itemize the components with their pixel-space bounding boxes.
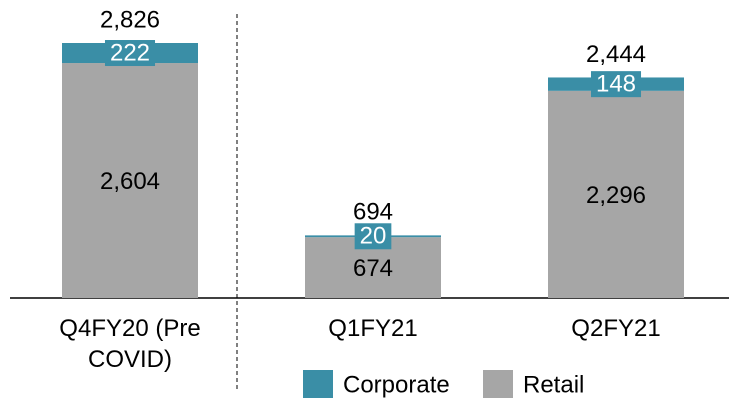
- total-label: 694: [353, 199, 393, 226]
- bar-segment: [548, 90, 684, 298]
- x-tick-label: Q4FY20 (Pre COVID): [59, 315, 201, 373]
- x-tick-label: Q2FY21: [571, 315, 661, 342]
- data-label: 20: [360, 223, 387, 250]
- data-label: 148: [596, 70, 636, 97]
- total-label: 2,444: [586, 41, 646, 68]
- data-label: 674: [353, 255, 393, 282]
- data-label: 2,604: [100, 168, 160, 195]
- total-label: 2,826: [100, 6, 160, 33]
- label-box: [590, 71, 642, 98]
- label-box: [104, 40, 156, 67]
- data-label: 2,296: [586, 182, 646, 209]
- legend-label: Retail: [523, 371, 584, 398]
- label-box: [354, 223, 392, 250]
- data-label: 222: [110, 39, 150, 66]
- bar-segment: [62, 63, 198, 299]
- legend-swatch: [483, 370, 513, 398]
- legend-swatch: [303, 370, 333, 398]
- x-tick-label: Q1FY21: [328, 315, 418, 342]
- legend-label: Corporate: [343, 371, 450, 398]
